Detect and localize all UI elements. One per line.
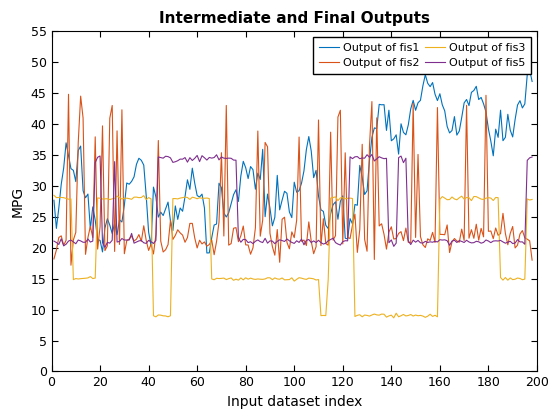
Output of fis5 [368,152,375,157]
Output of fis3 [50,193,57,198]
Output of fis2 [90,235,96,240]
Output of fis2 [500,211,506,216]
Output of fis5 [116,239,123,244]
Line: Output of fis1: Output of fis1 [54,70,532,253]
Line: Output of fis3: Output of fis3 [54,195,532,318]
Output of fis1 [526,67,533,72]
Output of fis3 [410,314,417,319]
Output of fis2 [119,107,125,112]
Output of fis3 [114,194,120,199]
Output of fis5 [412,240,419,245]
Output of fis5 [529,155,535,160]
Output of fis1 [410,98,417,103]
Y-axis label: MPG: MPG [11,186,25,217]
Output of fis5 [500,239,506,244]
Output of fis3 [529,197,535,202]
Output of fis5 [354,154,361,159]
Line: Output of fis5: Output of fis5 [54,155,532,247]
Output of fis1 [529,79,535,84]
Output of fis1 [114,232,120,237]
Output of fis2 [65,92,72,97]
X-axis label: Input dataset index: Input dataset index [227,395,362,409]
Output of fis2 [529,257,535,262]
Output of fis3 [390,315,397,320]
Title: Intermediate and Final Outputs: Intermediate and Final Outputs [158,11,430,26]
Line: Output of fis2: Output of fis2 [54,94,532,265]
Output of fis1 [470,88,477,93]
Output of fis2 [473,222,479,227]
Output of fis5 [101,245,108,250]
Output of fis1 [497,108,504,113]
Output of fis3 [470,194,477,199]
Output of fis3 [497,275,504,280]
Output of fis1 [354,203,361,208]
Output of fis2 [68,262,74,268]
Output of fis5 [473,239,479,244]
Output of fis5 [85,236,91,241]
Legend: Output of fis1, Output of fis2, Output of fis3, Output of fis5: Output of fis1, Output of fis2, Output o… [313,37,531,74]
Output of fis2 [412,235,419,240]
Output of fis1 [50,198,57,203]
Output of fis3 [85,276,91,281]
Output of fis2 [356,227,363,232]
Output of fis3 [352,314,358,319]
Output of fis1 [203,250,210,255]
Output of fis5 [50,239,57,244]
Output of fis1 [85,192,91,197]
Output of fis2 [50,257,57,262]
